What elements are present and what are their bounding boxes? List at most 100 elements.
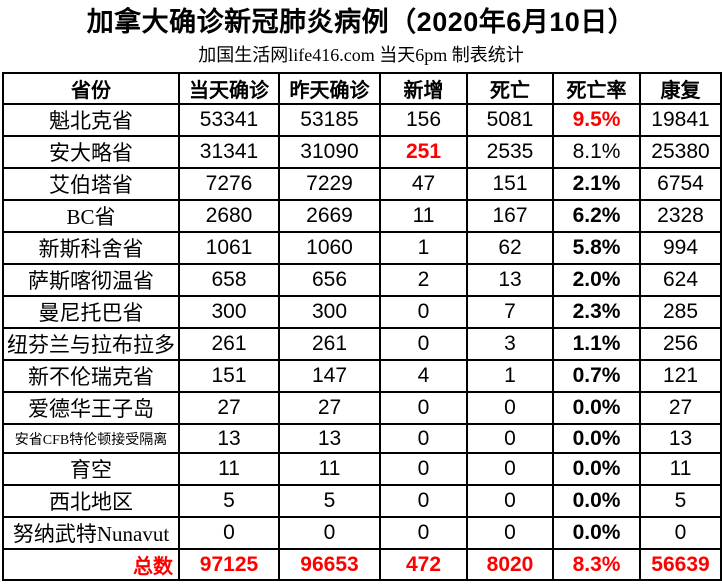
cell-yesterday-confirmed: 2669 [278,199,381,233]
cell-new-cases: 0 [379,452,468,486]
cell-new-cases: 47 [379,167,468,201]
cell-yesterday-confirmed: 13 [278,423,381,454]
table-row: 纽芬兰与拉布拉多 261 261 0 3 1.1% 256 [2,327,722,361]
cell-yesterday-confirmed: 656 [278,263,381,297]
cell-new-cases: 0 [379,423,468,454]
cell-deaths: 0 [466,516,554,550]
cell-recovered: 6754 [639,167,722,201]
cell-today-confirmed: 11 [178,452,280,486]
cell-today-confirmed: 0 [178,516,280,550]
cell-today-confirmed: 5 [178,484,280,518]
cell-death-rate: 1.1% [552,327,641,361]
cell-new-cases: 156 [379,103,468,137]
cell-death-rate: 0.0% [552,423,641,454]
table-row: 新斯科舍省 1061 1060 1 62 5.8% 994 [2,231,722,265]
cell-deaths: 7 [466,295,554,329]
table-row: 西北地区 5 5 0 0 0.0% 5 [2,484,722,518]
cell-death-rate: 0.0% [552,452,641,486]
cell-recovered: 19841 [639,103,722,137]
cell-deaths: 167 [466,199,554,233]
table-row: 艾伯塔省 7276 7229 47 151 2.1% 6754 [2,167,722,201]
cell-death-rate: 0.0% [552,516,641,550]
total-label: 总数 [2,548,180,581]
cell-death-rate: 2.0% [552,263,641,297]
cell-today-confirmed: 53341 [178,103,280,137]
cell-recovered: 285 [639,295,722,329]
total-row: 总数 97125 96653 472 8020 8.3% 56639 [2,548,722,581]
cell-death-rate: 2.3% [552,295,641,329]
cell-recovered: 0 [639,516,722,550]
cell-total-today-confirmed: 97125 [178,548,280,581]
cell-today-confirmed: 7276 [178,167,280,201]
cell-today-confirmed: 261 [178,327,280,361]
table-row: 曼尼托巴省 300 300 0 7 2.3% 285 [2,295,722,329]
cell-deaths: 62 [466,231,554,265]
table-row: 爱德华王子岛 27 27 0 0 0.0% 27 [2,391,722,425]
cell-province: 艾伯塔省 [2,167,180,201]
cell-total-new-cases: 472 [379,548,468,581]
cell-death-rate: 0.0% [552,484,641,518]
cell-recovered: 256 [639,327,722,361]
cell-deaths: 0 [466,452,554,486]
cell-province: 西北地区 [2,484,180,518]
cell-recovered: 994 [639,231,722,265]
table-row: 新不伦瑞克省 151 147 4 1 0.7% 121 [2,359,722,393]
cell-province: 曼尼托巴省 [2,295,180,329]
cell-new-cases: 0 [379,484,468,518]
cell-new-cases: 4 [379,359,468,393]
cell-today-confirmed: 13 [178,423,280,454]
cell-deaths: 151 [466,167,554,201]
cell-death-rate: 0.0% [552,391,641,425]
table-row: 安省CFB特伦顿接受隔离 13 13 0 0 0.0% 13 [2,423,722,454]
cell-deaths: 0 [466,391,554,425]
cell-total-death-rate: 8.3% [552,548,641,581]
cell-province: 爱德华王子岛 [2,391,180,425]
cell-death-rate: 2.1% [552,167,641,201]
cell-today-confirmed: 300 [178,295,280,329]
cell-recovered: 27 [639,391,722,425]
cell-deaths: 1 [466,359,554,393]
table-row: 努纳武特Nunavut 0 0 0 0 0.0% 0 [2,516,722,550]
cell-total-recovered: 56639 [639,548,722,581]
cell-death-rate: 9.5% [552,103,641,137]
cell-recovered: 2328 [639,199,722,233]
cell-recovered: 624 [639,263,722,297]
cell-recovered: 25380 [639,135,722,169]
cell-province: BC省 [2,199,180,233]
header-row: 省份 当天确诊 昨天确诊 新增 死亡 死亡率 康复 [2,72,722,105]
cell-today-confirmed: 2680 [178,199,280,233]
cell-deaths: 2535 [466,135,554,169]
cell-recovered: 11 [639,452,722,486]
page-title: 加拿大确诊新冠肺炎病例（2020年6月10日） [86,7,636,37]
covid-stats-table: 省份 当天确诊 昨天确诊 新增 死亡 死亡率 康复 魁北克省 53341 531… [2,72,722,581]
cell-total-yesterday-confirmed: 96653 [278,548,381,581]
table-row: 育空 11 11 0 0 0.0% 11 [2,452,722,486]
cell-deaths: 3 [466,327,554,361]
table-row: 萨斯喀彻温省 658 656 2 13 2.0% 624 [2,263,722,297]
column-header-today-confirmed: 当天确诊 [178,72,280,105]
cell-yesterday-confirmed: 7229 [278,167,381,201]
cell-province: 萨斯喀彻温省 [2,263,180,297]
cell-yesterday-confirmed: 31090 [278,135,381,169]
cell-yesterday-confirmed: 53185 [278,103,381,137]
cell-deaths: 0 [466,484,554,518]
cell-new-cases: 2 [379,263,468,297]
cell-yesterday-confirmed: 1060 [278,231,381,265]
cell-death-rate: 6.2% [552,199,641,233]
cell-province: 育空 [2,452,180,486]
table-row: 魁北克省 53341 53185 156 5081 9.5% 19841 [2,103,722,137]
cell-new-cases: 251 [379,135,468,169]
cell-province: 安省CFB特伦顿接受隔离 [2,423,180,454]
cell-yesterday-confirmed: 5 [278,484,381,518]
cell-new-cases: 0 [379,327,468,361]
cell-new-cases: 0 [379,516,468,550]
cell-new-cases: 0 [379,391,468,425]
cell-yesterday-confirmed: 11 [278,452,381,486]
cell-today-confirmed: 31341 [178,135,280,169]
cell-province: 安大略省 [2,135,180,169]
cell-today-confirmed: 151 [178,359,280,393]
cell-death-rate: 8.1% [552,135,641,169]
cell-deaths: 5081 [466,103,554,137]
column-header-yesterday-confirmed: 昨天确诊 [278,72,381,105]
cell-yesterday-confirmed: 300 [278,295,381,329]
